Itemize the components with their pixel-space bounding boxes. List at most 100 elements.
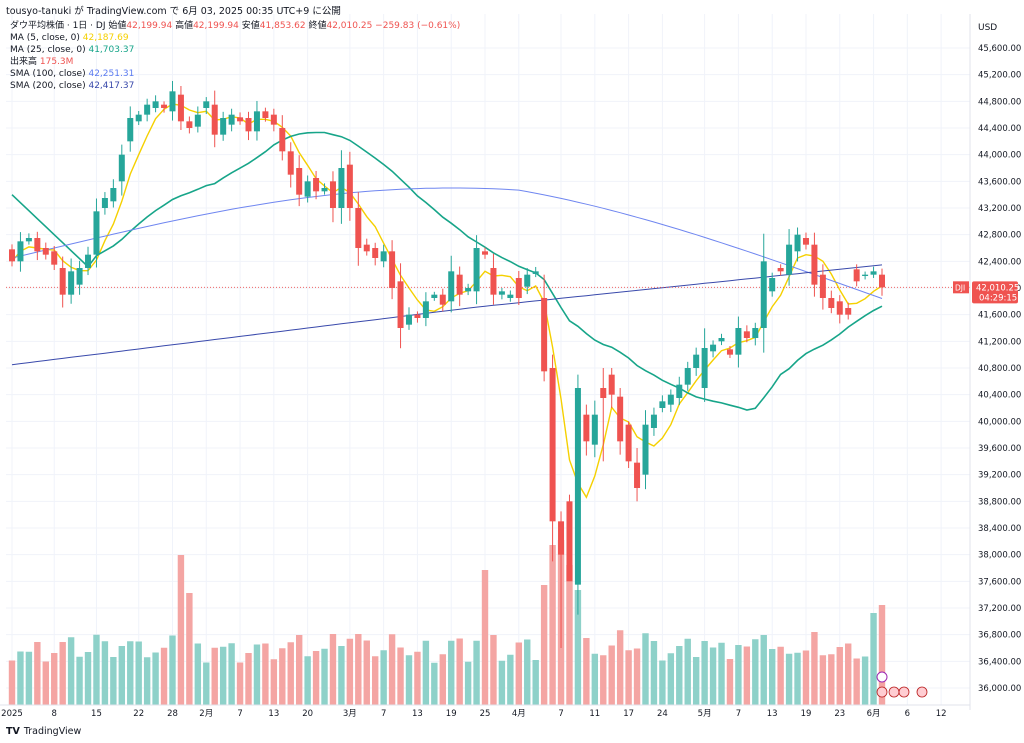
price-tick-label: 45,600.00 xyxy=(978,44,1021,54)
price-tick-label: 36,400.00 xyxy=(978,657,1021,667)
candle-body xyxy=(144,104,151,115)
legend-volume[interactable]: 出来高 175.3M xyxy=(10,57,74,67)
legend-sma200[interactable]: SMA (200, close) 42,417.37 xyxy=(10,81,135,91)
volume-bar xyxy=(667,653,675,705)
candle-body xyxy=(583,414,590,442)
candle-body xyxy=(634,462,641,488)
candle-body xyxy=(490,268,497,295)
volume-bar xyxy=(802,650,810,705)
candle-body xyxy=(735,328,742,355)
candle-body xyxy=(684,368,691,385)
time-tick-label: 7 xyxy=(736,709,741,719)
volume-bar xyxy=(287,642,294,705)
volume-bar xyxy=(211,647,218,705)
high-value: 42,199.94 xyxy=(193,21,239,31)
volume-bar xyxy=(363,640,370,705)
candle-body xyxy=(389,251,396,288)
candle-body xyxy=(862,274,869,276)
candle-body xyxy=(777,268,784,272)
volume-bar xyxy=(253,644,261,705)
price-tick-label: 38,800.00 xyxy=(978,497,1021,507)
lightning-icon xyxy=(876,671,888,683)
price-tick-label: 38,000.00 xyxy=(978,551,1021,561)
candle-body xyxy=(802,238,809,245)
price-tick-label: 39,200.00 xyxy=(978,471,1021,481)
volume-bar xyxy=(794,652,801,705)
candle-body xyxy=(625,424,632,462)
legend-ma25[interactable]: MA (25, close, 0) 41,703.37 xyxy=(10,45,135,55)
candle-body xyxy=(439,294,446,305)
price-tick-label: 45,200.00 xyxy=(978,71,1021,81)
candle-body xyxy=(743,331,750,338)
volume-bar xyxy=(760,635,767,705)
currency-label: USD xyxy=(978,23,997,33)
time-tick-label: 19 xyxy=(801,709,812,719)
candle-body xyxy=(346,164,353,208)
candle-body xyxy=(760,261,767,328)
candle-body xyxy=(642,424,649,475)
us-flag-icon xyxy=(898,686,910,698)
time-tick-label: 5月 xyxy=(698,709,712,719)
price-tick-label: 36,000.00 xyxy=(978,684,1021,694)
volume-bar xyxy=(228,643,235,705)
candle-body xyxy=(769,278,776,292)
candle-body xyxy=(752,328,759,338)
candle-body xyxy=(203,101,210,108)
price-tick-label: 37,200.00 xyxy=(978,604,1021,614)
candle-body xyxy=(321,188,328,192)
volume-bar xyxy=(828,654,835,705)
candle-body xyxy=(608,374,615,395)
candle-body xyxy=(591,414,598,445)
candle-body xyxy=(819,274,826,298)
time-tick-label: 7 xyxy=(381,709,386,719)
tradingview-logo[interactable]: 𝗧𝗩 TradingView xyxy=(6,726,81,737)
candle-body xyxy=(194,114,201,127)
candle-body xyxy=(853,269,860,282)
volume-bar xyxy=(464,661,472,705)
volume-bar xyxy=(17,651,24,705)
candle-body xyxy=(101,198,108,208)
candle-body xyxy=(600,388,607,398)
low-label: 安値 xyxy=(241,21,260,31)
moving-average-lines xyxy=(6,103,970,499)
candle-body xyxy=(313,178,320,192)
open-value: 42,199.94 xyxy=(126,21,173,31)
volume-bar xyxy=(219,646,227,705)
price-tick-label: 40,000.00 xyxy=(978,417,1021,427)
candle-body xyxy=(456,274,463,295)
event-markers xyxy=(876,671,928,698)
time-tick-label: 6月 xyxy=(867,709,881,719)
volume-bar xyxy=(93,634,100,705)
volume-bar xyxy=(692,657,700,705)
candle-body xyxy=(473,248,480,292)
volume-bar xyxy=(279,648,286,705)
price-tick-label: 44,400.00 xyxy=(978,124,1021,134)
volume-bar xyxy=(861,656,869,705)
us-flag-icon xyxy=(888,686,900,698)
volume-bar xyxy=(515,642,522,705)
legend-sma100[interactable]: SMA (100, close) 42,251.31 xyxy=(10,69,135,79)
candle-body xyxy=(304,181,311,197)
candle-body xyxy=(51,251,58,265)
candle-body xyxy=(811,244,818,285)
candle-body xyxy=(786,244,793,275)
volume-bar xyxy=(304,656,311,705)
candle-body xyxy=(110,188,117,202)
time-tick-label: 25 xyxy=(480,709,491,719)
candle-body xyxy=(836,301,843,315)
time-tick-label: 15 xyxy=(91,709,102,719)
candle-body xyxy=(25,238,32,242)
tradingview-icon: 𝗧𝗩 xyxy=(6,726,20,737)
price-tick-label: 42,400.00 xyxy=(978,257,1021,267)
candle-body xyxy=(431,294,438,298)
time-tick-label: 11 xyxy=(589,709,600,719)
volume-bar xyxy=(659,660,666,705)
time-tick-label: 7 xyxy=(237,709,242,719)
volume-bar xyxy=(811,632,818,705)
price-tick-label: 43,600.00 xyxy=(978,177,1021,187)
volume-bar xyxy=(591,653,599,705)
candle-body xyxy=(718,338,725,342)
volume-bar xyxy=(405,655,413,705)
legend-ma5[interactable]: MA (5, close, 0) 42,187.69 xyxy=(10,33,129,43)
